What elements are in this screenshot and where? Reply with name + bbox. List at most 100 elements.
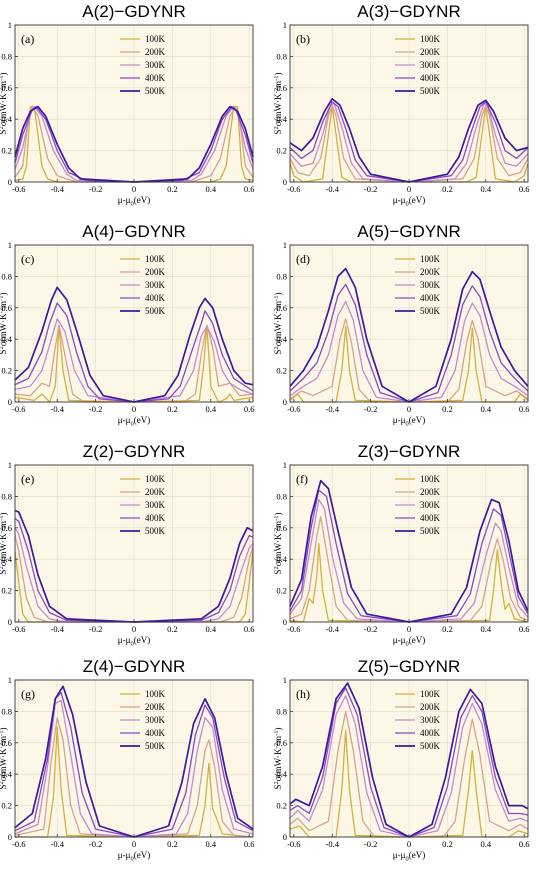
x-axis-label: μ-μ0(eV) [393, 850, 425, 863]
y-tick-label: 0 [8, 832, 12, 842]
legend-label: 400K [420, 728, 441, 738]
legend-label: 300K [145, 500, 166, 510]
x-tick-label: 0.4 [205, 404, 216, 414]
legend-label: 100K [420, 474, 441, 484]
y-axis-label: S2σ(mW·K-2m-1) [0, 728, 8, 790]
x-tick-label: -0.4 [50, 624, 64, 634]
y-tick-label: 0.2 [276, 146, 287, 156]
legend-label: 100K [145, 34, 166, 44]
y-tick-label: 1 [283, 20, 287, 30]
y-axis-label-group: S2σ(mW·K-2m-1) [273, 728, 283, 790]
y-tick-label: 0.4 [276, 554, 287, 564]
legend-label: 500K [145, 526, 166, 536]
x-tick-label: 0 [407, 839, 411, 849]
legend-label: 400K [420, 73, 441, 83]
x-tick-label: 0.2 [442, 624, 453, 634]
x-tick-label: 0 [132, 404, 136, 414]
legend-label: 200K [420, 487, 441, 497]
y-tick-label: 0 [283, 397, 287, 407]
panel-label: (a) [21, 32, 34, 46]
y-tick-label: 1 [283, 460, 287, 470]
panel-h: Z(5)−GDYNR -0.6 -0.4 -0.2 0 0.2 0.4 0.6 0 0.2 0.4 0… [273, 657, 529, 863]
x-tick-label: 0.2 [167, 184, 178, 194]
y-tick-label: 0.8 [1, 51, 12, 61]
panel-title: Z(2)−GDYNR [83, 442, 185, 461]
y-axis-label-group: S2σ(mW·K-2m-1) [0, 73, 8, 135]
y-axis-label: S2σ(mW·K-2m-1) [273, 513, 283, 575]
panel-title: A(4)−GDYNR [82, 222, 185, 241]
legend-label: 300K [420, 280, 441, 290]
y-tick-label: 1 [8, 675, 12, 685]
series-line-100K [14, 325, 254, 403]
y-tick-label: 0.4 [276, 769, 287, 779]
x-tick-label: 0.6 [244, 184, 255, 194]
x-tick-label: 0.4 [205, 624, 216, 634]
y-tick-label: 0.6 [276, 523, 287, 533]
x-tick-label: 0.2 [167, 624, 178, 634]
x-tick-label: -0.4 [325, 404, 339, 414]
y-tick-label: 0 [283, 177, 287, 187]
x-tick-label: 0 [132, 624, 136, 634]
panel-label: (g) [21, 687, 35, 701]
x-tick-label: -0.4 [325, 624, 339, 634]
y-tick-label: 0.8 [276, 491, 287, 501]
x-tick-label: 0.4 [205, 839, 216, 849]
legend-label: 200K [420, 702, 441, 712]
y-tick-label: 0.2 [1, 586, 12, 596]
series-line-500K [14, 286, 254, 403]
x-tick-label: -0.2 [364, 839, 377, 849]
panel-e: Z(2)−GDYNR -0.6 -0.4 -0.2 0 0.2 0.4 0.6 0 0.2 0.4 0… [0, 442, 254, 648]
legend-label: 300K [145, 280, 166, 290]
y-axis-label-group: S2σ(mW·K-2m-1) [273, 73, 283, 135]
x-tick-label: -0.6 [12, 184, 25, 194]
x-tick-label: 0 [407, 404, 411, 414]
y-axis-label-group: S2σ(mW·K-2m-1) [0, 728, 8, 790]
y-tick-label: 0.6 [1, 523, 12, 533]
panel-label: (c) [21, 252, 34, 266]
legend-label: 500K [420, 741, 441, 751]
panel-label: (e) [21, 472, 34, 486]
y-tick-label: 0.6 [276, 738, 287, 748]
legend-label: 400K [145, 728, 166, 738]
legend-label: 200K [145, 702, 166, 712]
x-tick-label: -0.4 [50, 184, 64, 194]
legend-label: 300K [145, 715, 166, 725]
panel-d: A(5)−GDYNR -0.6 -0.4 -0.2 0 0.2 0.4 0.6 0 0.2 0.4 0… [273, 222, 529, 428]
y-tick-label: 0.8 [1, 491, 12, 501]
x-tick-label: -0.6 [12, 839, 25, 849]
series-line-300K [14, 318, 254, 403]
y-tick-label: 0 [283, 617, 287, 627]
x-tick-label: 0 [407, 184, 411, 194]
y-tick-label: 0 [283, 832, 287, 842]
legend-label: 300K [420, 60, 441, 70]
panel-title: Z(4)−GDYNR [83, 657, 185, 676]
x-tick-label: 0.4 [480, 624, 491, 634]
panel-title: Z(3)−GDYNR [358, 442, 460, 461]
x-axis-label: μ-μ0(eV) [118, 850, 150, 863]
x-tick-label: -0.2 [89, 184, 102, 194]
legend-label: 500K [420, 86, 441, 96]
panel-a: A(2)−GDYNR -0.6 -0.4 -0.2 0 0.2 0.4 0.6 0 0.2 0.4 0… [0, 2, 254, 208]
legend-label: 400K [145, 73, 166, 83]
y-axis-label-group: S2σ(mW·K-2m-1) [273, 513, 283, 575]
x-tick-label: 0.6 [244, 404, 255, 414]
y-tick-label: 0.6 [1, 83, 12, 93]
y-tick-label: 0.4 [1, 334, 12, 344]
y-axis-label-group: S2σ(mW·K-2m-1) [0, 293, 8, 355]
legend-label: 300K [420, 500, 441, 510]
x-tick-label: -0.4 [325, 184, 339, 194]
panel-title: A(3)−GDYNR [357, 2, 460, 21]
panel-g: Z(4)−GDYNR -0.6 -0.4 -0.2 0 0.2 0.4 0.6 0 0.2 0.4 0… [0, 657, 254, 863]
legend-label: 200K [420, 47, 441, 57]
x-tick-label: 0.6 [244, 839, 255, 849]
y-tick-label: 0.2 [1, 366, 12, 376]
x-tick-label: -0.6 [287, 624, 300, 634]
x-tick-label: -0.2 [364, 184, 377, 194]
y-axis-label: S2σ(mW·K-2m-1) [0, 73, 8, 135]
legend-label: 100K [420, 254, 441, 264]
y-axis-label-group: S2σ(mW·K-2m-1) [273, 293, 283, 355]
panel-label: (f) [296, 472, 308, 486]
y-tick-label: 0.4 [1, 769, 12, 779]
y-tick-label: 1 [283, 240, 287, 250]
